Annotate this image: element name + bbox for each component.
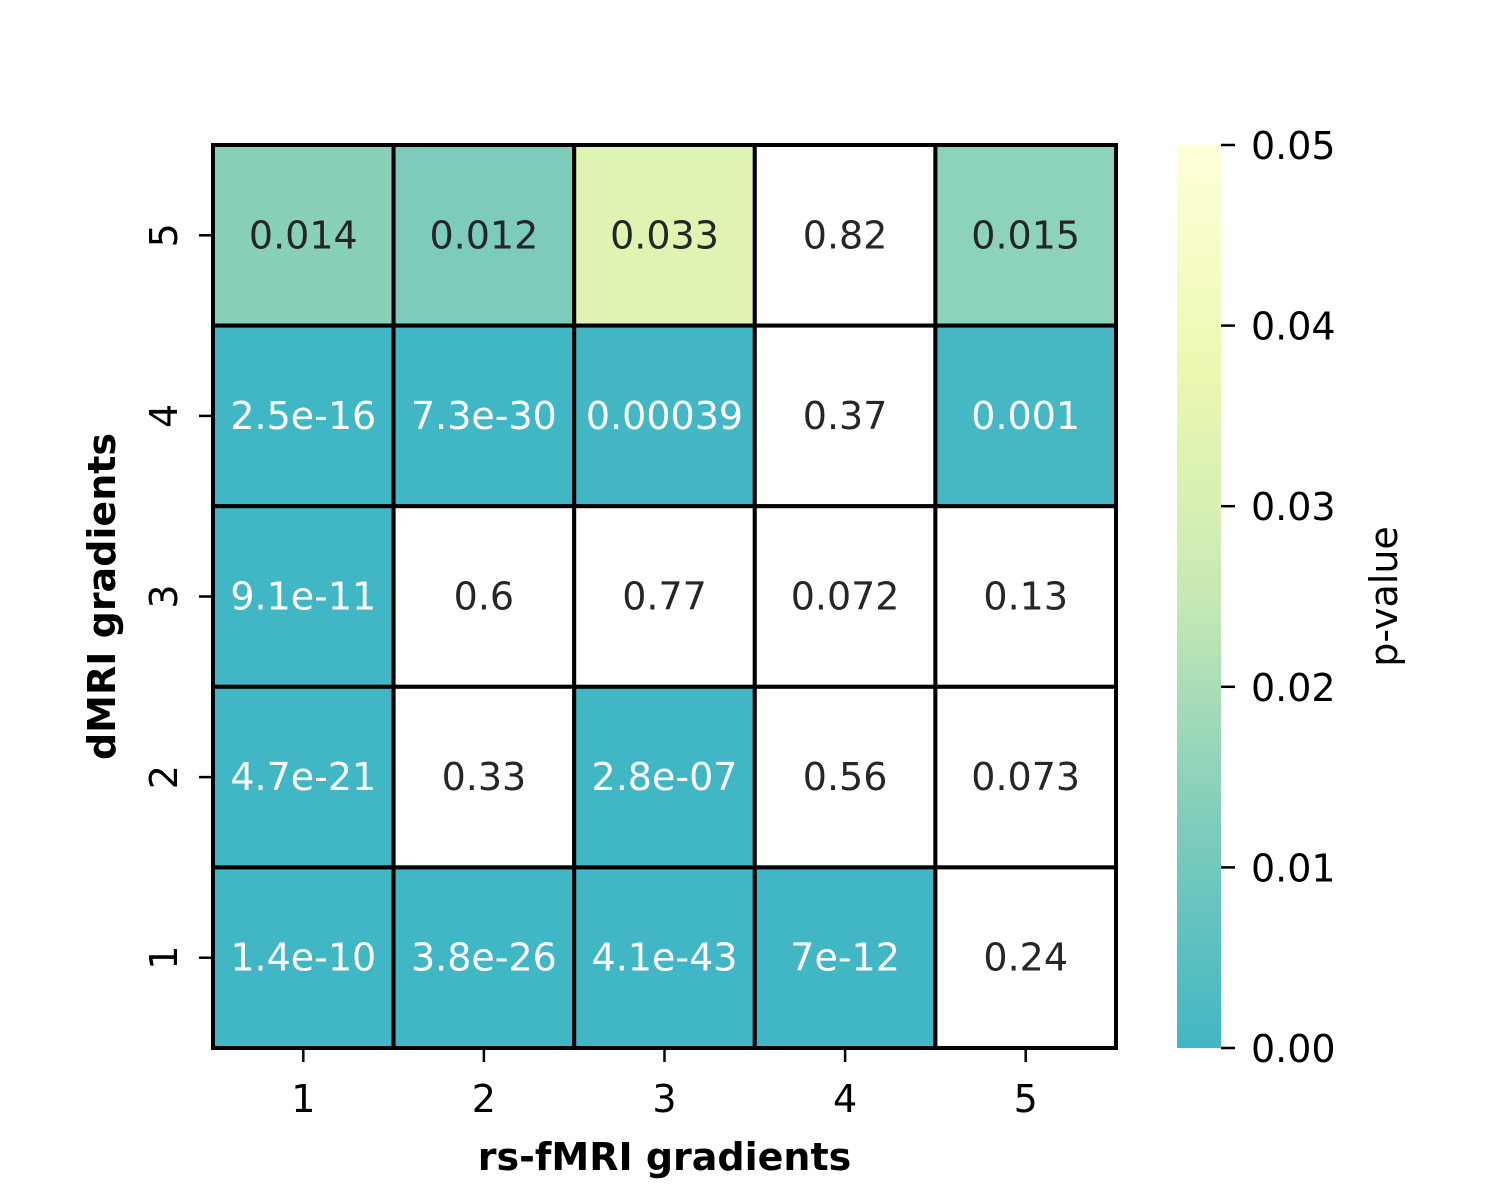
colorbar (1177, 145, 1221, 1048)
cell-value-label: 0.13 (983, 575, 1068, 619)
heatmap-cell (391, 504, 577, 689)
heatmap-cell (572, 684, 757, 870)
cell-value-label: 0.014 (249, 213, 358, 257)
cell-value-label: 0.012 (430, 213, 539, 257)
x-tick-label: 1 (291, 1077, 315, 1121)
cell-value-label: 0.24 (983, 936, 1068, 980)
heatmap-cell (391, 143, 577, 328)
x-axis: 1 2 3 4 5 (291, 1048, 1038, 1121)
x-tick-label: 4 (833, 1077, 857, 1121)
cell-value-label: 0.77 (622, 575, 707, 619)
cell-value-label: 0.82 (803, 213, 888, 257)
colorbar-tick-label: 0.00 (1251, 1027, 1336, 1071)
cell-value-label: 0.37 (803, 394, 888, 438)
cell-value-label: 7e-12 (790, 936, 900, 980)
cell-value-label: 0.001 (971, 394, 1080, 438)
heatmap-cell (572, 323, 757, 509)
heatmap-cell (391, 865, 577, 1051)
cell-value-label: 9.1e-11 (230, 575, 376, 619)
cell-value-label: 0.6 (454, 575, 514, 619)
cell-value-label: 2.8e-07 (592, 755, 738, 799)
cell-value-label: 0.00039 (586, 394, 743, 438)
heatmap-cell (752, 504, 938, 689)
heatmap-cell (933, 323, 1119, 509)
colorbar-tick-label: 0.02 (1251, 666, 1336, 710)
cell-value-label: 4.7e-21 (230, 755, 376, 799)
x-tick-label: 5 (1014, 1077, 1038, 1121)
heatmap-cell (211, 865, 396, 1051)
colorbar-tick-label: 0.03 (1251, 485, 1336, 529)
heatmap-grid (211, 143, 1119, 1051)
y-tick-label: 3 (142, 584, 186, 608)
cell-value-label: 7.3e-30 (411, 394, 557, 438)
y-axis-title: dMRI gradients (80, 433, 124, 760)
heatmap-cell (572, 865, 757, 1051)
x-axis-title: rs-fMRI gradients (478, 1135, 852, 1179)
cell-value-label: 4.1e-43 (592, 936, 738, 980)
colorbar-tick-label: 0.05 (1251, 124, 1336, 168)
heatmap-cell (391, 684, 577, 870)
x-tick-label: 2 (472, 1077, 496, 1121)
heatmap-cell (211, 143, 396, 328)
colorbar-tick-label: 0.01 (1251, 846, 1336, 890)
cell-value-label: 3.8e-26 (411, 936, 557, 980)
y-tick-label: 1 (142, 946, 186, 970)
y-tick-label: 4 (142, 404, 186, 428)
heatmap-cell (933, 684, 1119, 870)
y-axis: 5 4 3 2 1 (142, 223, 213, 970)
colorbar-title: p-value (1362, 526, 1406, 667)
colorbar-axis: 0.00 0.01 0.02 0.03 0.04 0.05 (1221, 124, 1336, 1071)
heatmap-cell (752, 684, 938, 870)
cell-value-label: 0.072 (791, 575, 900, 619)
y-tick-label: 5 (142, 223, 186, 247)
x-tick-label: 3 (652, 1077, 676, 1121)
colorbar-tick-label: 0.04 (1251, 305, 1336, 349)
cell-value-label: 0.015 (971, 213, 1080, 257)
cell-annotations: 0.014 0.012 0.033 0.82 0.015 2.5e-16 7.3e-30 0.… (230, 213, 1080, 979)
cell-value-label: 0.33 (442, 755, 527, 799)
cell-value-label: 1.4e-10 (230, 936, 376, 980)
y-tick-label: 2 (142, 765, 186, 789)
cell-value-label: 0.56 (803, 755, 888, 799)
cell-value-label: 0.033 (610, 213, 719, 257)
cell-value-label: 2.5e-16 (230, 394, 376, 438)
cell-value-label: 0.073 (971, 755, 1080, 799)
